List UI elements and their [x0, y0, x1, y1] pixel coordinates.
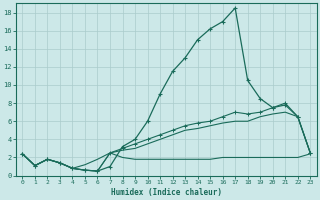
X-axis label: Humidex (Indice chaleur): Humidex (Indice chaleur)	[111, 188, 222, 197]
